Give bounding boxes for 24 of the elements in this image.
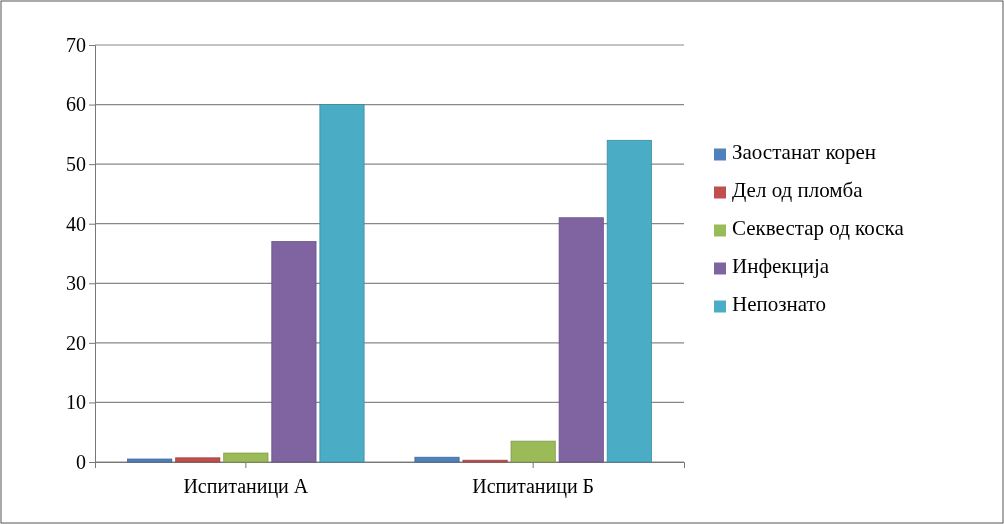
y-tick-label: 0 — [76, 450, 86, 473]
y-tick-label: 10 — [66, 391, 86, 414]
legend-label: Секвестар од коска — [732, 215, 905, 240]
bar — [127, 458, 173, 463]
bar — [175, 457, 221, 463]
bar — [319, 104, 365, 463]
bar — [414, 456, 460, 463]
y-tick-label: 30 — [66, 272, 86, 295]
bar — [606, 139, 652, 463]
x-tick-label: Испитаници Б — [472, 475, 595, 498]
legend-label: Инфекција — [732, 253, 830, 278]
y-tick-label: 70 — [66, 33, 86, 56]
bar — [510, 440, 556, 463]
y-tick-label: 20 — [66, 331, 86, 354]
bar — [558, 217, 604, 463]
y-tick-label: 40 — [66, 212, 86, 235]
legend-label: Заостанат корен — [732, 139, 877, 164]
bar — [271, 241, 317, 463]
y-tick-label: 60 — [66, 93, 86, 116]
x-tick-label: Испитаници А — [183, 475, 309, 498]
bar — [223, 452, 269, 463]
y-tick-label: 50 — [66, 153, 86, 176]
legend-label: Дел од пломба — [732, 177, 864, 202]
legend-label: Непознато — [732, 291, 826, 316]
